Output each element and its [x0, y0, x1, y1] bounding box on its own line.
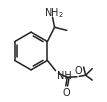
Text: NH: NH [57, 72, 72, 81]
Text: NH$_2$: NH$_2$ [44, 7, 63, 20]
Text: O: O [62, 89, 70, 99]
Text: O: O [74, 66, 82, 76]
